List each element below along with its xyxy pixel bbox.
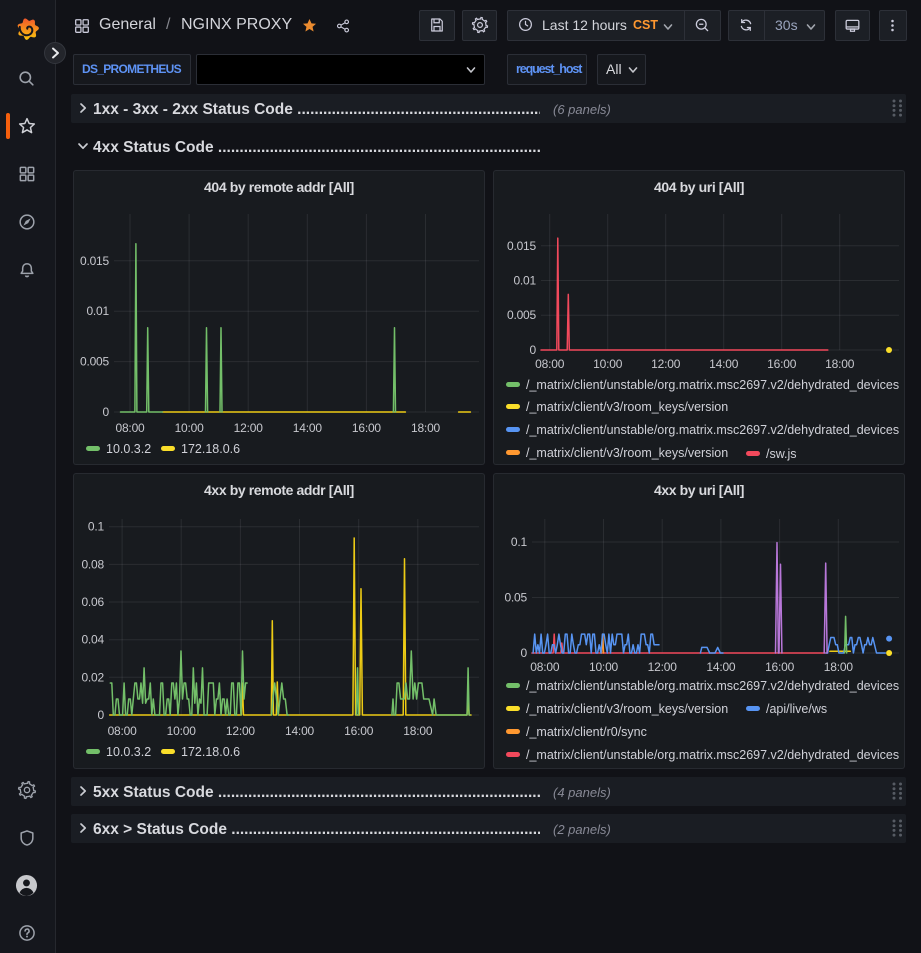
svg-text:0.015: 0.015 xyxy=(507,239,537,253)
svg-text:18:00: 18:00 xyxy=(403,724,433,738)
svg-text:/_matrix/client/v3/room_keys/v: /_matrix/client/v3/room_keys/version xyxy=(526,702,728,716)
svg-text:08:00: 08:00 xyxy=(535,357,565,371)
svg-text:12:00: 12:00 xyxy=(651,357,681,371)
svg-text:16:00: 16:00 xyxy=(344,724,374,738)
svg-text:08:00: 08:00 xyxy=(108,724,138,738)
svg-text:16:00: 16:00 xyxy=(765,660,795,674)
svg-text:18:00: 18:00 xyxy=(825,357,855,371)
svg-text:0: 0 xyxy=(521,646,528,660)
svg-text:172.18.0.6: 172.18.0.6 xyxy=(181,442,240,456)
svg-text:10:00: 10:00 xyxy=(589,660,619,674)
svg-text:12:00: 12:00 xyxy=(234,421,264,435)
svg-text:18:00: 18:00 xyxy=(824,660,854,674)
svg-text:/_matrix/client/unstable/org.m: /_matrix/client/unstable/org.matrix.msc2… xyxy=(526,378,899,392)
svg-text:16:00: 16:00 xyxy=(352,421,382,435)
svg-text:10:00: 10:00 xyxy=(593,357,623,371)
svg-text:0.04: 0.04 xyxy=(81,633,104,647)
svg-text:/sw.js: /sw.js xyxy=(766,447,797,461)
svg-text:/_matrix/client/unstable/org.m: /_matrix/client/unstable/org.matrix.msc2… xyxy=(526,748,899,762)
svg-text:16:00: 16:00 xyxy=(767,357,797,371)
svg-text:0.01: 0.01 xyxy=(86,304,109,318)
svg-text:10.0.3.2: 10.0.3.2 xyxy=(106,745,151,759)
svg-text:0.02: 0.02 xyxy=(81,670,104,684)
svg-text:0: 0 xyxy=(530,343,537,357)
svg-text:0.06: 0.06 xyxy=(81,595,104,609)
svg-text:0.1: 0.1 xyxy=(88,520,105,534)
svg-text:10:00: 10:00 xyxy=(167,724,197,738)
svg-text:14:00: 14:00 xyxy=(706,660,736,674)
svg-text:0.01: 0.01 xyxy=(513,274,536,288)
svg-text:0.1: 0.1 xyxy=(511,535,528,549)
svg-text:12:00: 12:00 xyxy=(226,724,256,738)
svg-text:/_matrix/client/unstable/org.m: /_matrix/client/unstable/org.matrix.msc2… xyxy=(526,423,899,437)
svg-text:172.18.0.6: 172.18.0.6 xyxy=(181,745,240,759)
svg-text:0.08: 0.08 xyxy=(81,557,104,571)
svg-text:/api/live/ws: /api/live/ws xyxy=(766,702,827,716)
svg-text:12:00: 12:00 xyxy=(648,660,678,674)
svg-text:0.05: 0.05 xyxy=(504,591,527,605)
svg-text:14:00: 14:00 xyxy=(709,357,739,371)
svg-text:/_matrix/client/v3/room_keys/v: /_matrix/client/v3/room_keys/version xyxy=(526,400,728,414)
svg-text:0.015: 0.015 xyxy=(80,254,110,268)
svg-text:10:00: 10:00 xyxy=(175,421,205,435)
svg-text:10.0.3.2: 10.0.3.2 xyxy=(106,442,151,456)
svg-text:14:00: 14:00 xyxy=(285,724,315,738)
svg-text:/_matrix/client/v3/room_keys/v: /_matrix/client/v3/room_keys/version xyxy=(526,446,728,460)
svg-text:0: 0 xyxy=(98,708,105,722)
svg-text:08:00: 08:00 xyxy=(530,660,560,674)
svg-text:0.005: 0.005 xyxy=(80,355,110,369)
svg-text:18:00: 18:00 xyxy=(411,421,441,435)
svg-text:0: 0 xyxy=(103,405,110,419)
svg-text:08:00: 08:00 xyxy=(115,421,145,435)
svg-text:/_matrix/client/unstable/org.m: /_matrix/client/unstable/org.matrix.msc2… xyxy=(526,679,899,693)
svg-text:/_matrix/client/r0/sync: /_matrix/client/r0/sync xyxy=(526,725,647,739)
svg-text:14:00: 14:00 xyxy=(293,421,323,435)
svg-text:0.005: 0.005 xyxy=(507,308,537,322)
